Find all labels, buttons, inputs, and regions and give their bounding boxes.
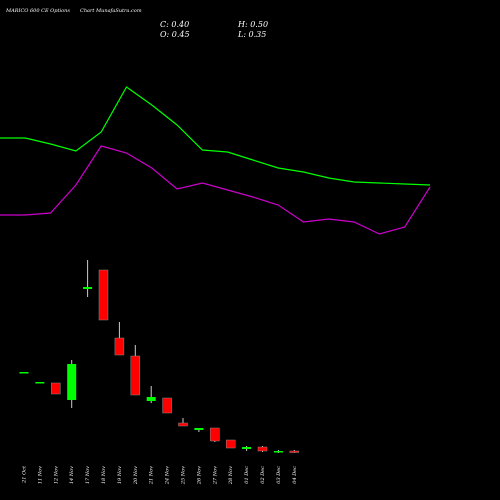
- indicator-line: [0, 145, 431, 235]
- x-tick-label: 27 Nov: [212, 466, 218, 485]
- stat: O: 0.45: [160, 30, 190, 39]
- candle-body: [51, 382, 61, 395]
- candle-body: [242, 447, 252, 449]
- x-tick-label: 25 Nov: [181, 466, 187, 485]
- x-tick-label: 26 Nov: [196, 466, 202, 485]
- x-tick-label: 01 Dec: [244, 466, 250, 484]
- candle-body: [210, 427, 220, 442]
- candle-body: [114, 337, 125, 356]
- x-tick-label: 03 Dec: [276, 466, 282, 484]
- candle-body: [289, 450, 300, 453]
- x-tick-label: 17 Nov: [85, 466, 91, 484]
- candle-body: [130, 355, 141, 396]
- candle-body: [178, 422, 188, 427]
- x-tick-label: 20 Nov: [133, 466, 139, 485]
- stat: C: 0.40: [160, 20, 189, 29]
- candle-body: [67, 364, 77, 400]
- candle-body: [35, 382, 45, 384]
- x-tick-label: 24 Nov: [165, 466, 171, 485]
- candle-body: [162, 397, 172, 414]
- candle-body: [194, 428, 204, 430]
- x-tick-label: 04 Dec: [292, 466, 298, 484]
- stat: H: 0.50: [237, 20, 268, 29]
- candle-body: [19, 372, 29, 374]
- x-tick-label: 02 Dec: [260, 466, 266, 484]
- x-tick-label: 18 Nov: [101, 466, 107, 484]
- x-tick-label: 19 Nov: [117, 466, 123, 484]
- candle-body: [146, 397, 156, 401]
- candle-body: [83, 287, 93, 289]
- x-tick-label: 14 Nov: [69, 466, 75, 484]
- chart-subtitle: Chart MunafaSutra.com: [80, 8, 142, 14]
- x-tick-label: 21 Oct: [22, 465, 28, 484]
- x-tick-label: 12 Nov: [53, 466, 59, 484]
- x-tick-label: 11 Nov: [37, 466, 43, 484]
- candle-body: [98, 269, 109, 321]
- x-tick-label: 28 Nov: [228, 466, 234, 485]
- candle-body: [257, 446, 268, 452]
- stat: L: 0.35: [237, 30, 266, 39]
- x-tick-label: 21 Nov: [149, 466, 155, 485]
- indicator-line: [0, 86, 431, 186]
- chart-title: MARICO 600 CE Options: [5, 8, 70, 14]
- candle-body: [225, 439, 236, 449]
- candle-body: [273, 451, 283, 453]
